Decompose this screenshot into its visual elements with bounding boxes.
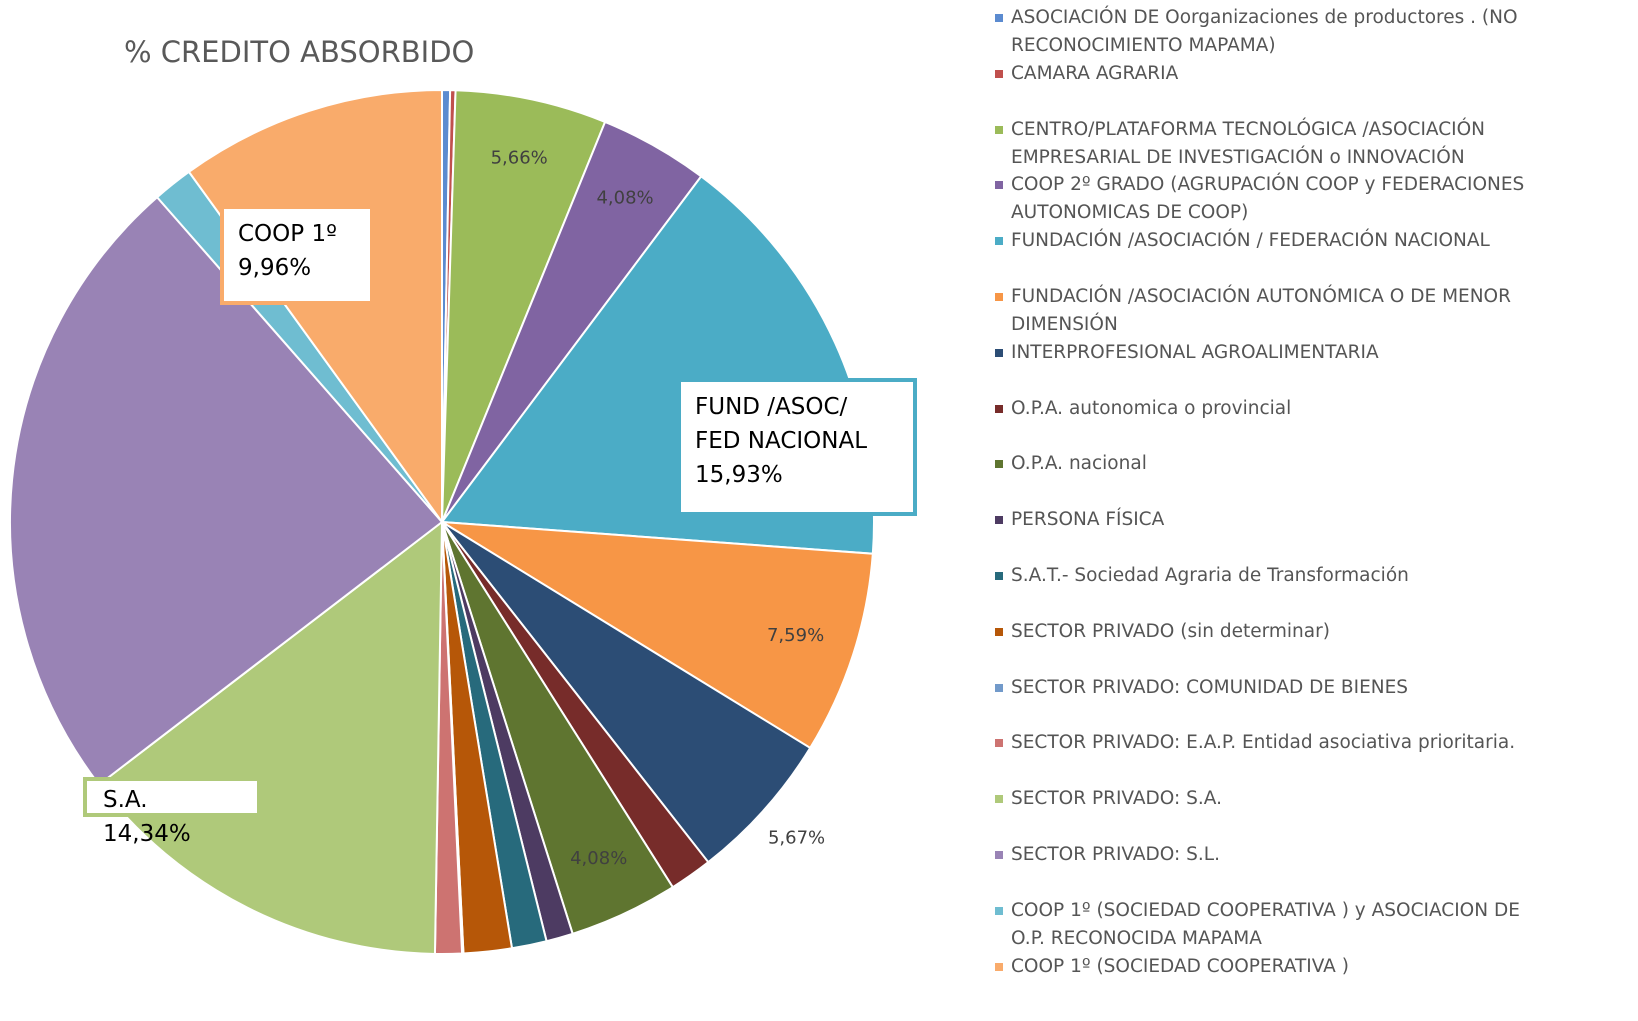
legend-item: COOP 1º (SOCIEDAD COOPERATIVA ) y ASOCIA…: [995, 897, 1555, 953]
data-label: 14,34%: [103, 821, 191, 847]
legend-swatch: [995, 404, 1003, 413]
data-label: 4,08%: [570, 848, 627, 869]
legend-label: FUNDACIÓN /ASOCIACIÓN / FEDERACIÓN NACIO…: [1011, 230, 1490, 252]
pie-slice: [441, 521, 874, 750]
legend-item: FUNDACIÓN /ASOCIACIÓN / FEDERACIÓN NACIO…: [995, 227, 1555, 255]
legend-item: INTERPROFESIONAL AGROALIMENTARIA: [995, 339, 1555, 367]
callout-title: S.A.: [103, 787, 148, 813]
legend-label: SECTOR PRIVADO: S.A.: [1011, 788, 1222, 810]
callout-box: FUND /ASOC/FED NACIONAL 15,93%: [677, 378, 917, 516]
legend-swatch: [995, 69, 1003, 78]
legend-item: SECTOR PRIVADO: COMUNIDAD DE BIENES: [995, 674, 1555, 702]
legend-label: FUNDACIÓN /ASOCIACIÓN AUTONÓMICA O DE ME…: [1011, 286, 1511, 335]
legend-label: INTERPROFESIONAL AGROALIMENTARIA: [1011, 341, 1379, 363]
legend-item: SECTOR PRIVADO: E.A.P. Entidad asociativ…: [995, 729, 1555, 757]
legend-swatch: [995, 348, 1003, 357]
legend-label: S.A.T.- Sociedad Agraria de Transformaci…: [1011, 565, 1409, 586]
legend-label: ASOCIACIÓN DE Oorganizaciones de product…: [1011, 7, 1518, 56]
legend-item: O.P.A. autonomica o provincial: [995, 395, 1555, 423]
pie-slice: [187, 88, 443, 526]
legend-swatch: [995, 14, 1003, 22]
legend-item: ASOCIACIÓN DE Oorganizaciones de product…: [995, 4, 1555, 60]
legend-item: CAMARA AGRARIA: [995, 60, 1555, 88]
callout-title: COOP 1º: [238, 221, 337, 247]
legend-label: COOP 1º (SOCIEDAD COOPERATIVA ): [1011, 955, 1349, 977]
legend-label: PERSONA FÍSICA: [1011, 509, 1165, 531]
legend-item: SECTOR PRIVADO (sin determinar): [995, 618, 1555, 646]
legend-swatch: [995, 293, 1003, 301]
callout-title: FED NACIONAL: [695, 428, 868, 454]
data-label: 7,59%: [767, 625, 824, 646]
legend-label: COOP 2º GRADO (AGRUPACIÓN COOP y FEDERAC…: [1011, 174, 1525, 224]
legend-label: O.P.A. nacional: [1011, 453, 1147, 475]
legend-label: SECTOR PRIVADO: S.L.: [1011, 844, 1220, 865]
callout-title: FUND /ASOC/: [695, 394, 848, 420]
legend-swatch: [995, 460, 1003, 469]
legend-item: S.A.T.- Sociedad Agraria de Transformaci…: [995, 562, 1555, 590]
legend-label: O.P.A. autonomica o provincial: [1011, 397, 1292, 419]
legend-label: CENTRO/PLATAFORMA TECNOLÓGICA /ASOCIACIÓ…: [1011, 118, 1486, 168]
legend-swatch: [995, 516, 1003, 525]
data-label: 5,66%: [491, 148, 548, 169]
data-label: 9,96%: [238, 255, 312, 281]
data-label: 4,08%: [596, 188, 653, 209]
legend-item: SECTOR PRIVADO: S.L.: [995, 841, 1555, 869]
legend-item: O.P.A. nacional: [995, 450, 1555, 478]
pie-slice: [441, 89, 607, 523]
legend-swatch: [995, 237, 1003, 246]
legend-swatch: [995, 795, 1003, 804]
legend-label: SECTOR PRIVADO: E.A.P. Entidad asociativ…: [1011, 732, 1516, 754]
legend-swatch: [995, 125, 1003, 134]
legend-item: PERSONA FÍSICA: [995, 506, 1555, 534]
pie-slice: [9, 195, 444, 787]
legend-label: SECTOR PRIVADO: COMUNIDAD DE BIENES: [1011, 676, 1409, 698]
legend-item: COOP 1º (SOCIEDAD COOPERATIVA ): [995, 953, 1555, 981]
legend-item: CENTRO/PLATAFORMA TECNOLÓGICA /ASOCIACIÓ…: [995, 116, 1555, 172]
legend-swatch: [995, 851, 1003, 859]
legend-swatch: [995, 962, 1003, 971]
callout-box: COOP 1º 9,96%: [220, 205, 374, 305]
legend-swatch: [995, 683, 1003, 692]
data-label: 15,93%: [695, 462, 783, 488]
callout-box: S.A. 14,34%: [83, 777, 261, 847]
data-label: 5,67%: [768, 827, 825, 848]
chart-title: % CREDITO ABSORBIDO: [124, 35, 474, 69]
legend-item: SECTOR PRIVADO: S.A.: [995, 785, 1555, 813]
legend-swatch: [995, 627, 1003, 636]
pie-slice: [441, 521, 812, 864]
legend-swatch: [995, 906, 1003, 915]
legend-item: FUNDACIÓN /ASOCIACIÓN AUTONÓMICA O DE ME…: [995, 283, 1555, 339]
legend-swatch: [995, 572, 1003, 580]
legend-swatch: [995, 739, 1003, 748]
legend-label: SECTOR PRIVADO (sin determinar): [1011, 620, 1330, 642]
legend-label: CAMARA AGRARIA: [1011, 62, 1179, 84]
legend-label: COOP 1º (SOCIEDAD COOPERATIVA ) y ASOCIA…: [1011, 899, 1520, 949]
legend-item: COOP 2º GRADO (AGRUPACIÓN COOP y FEDERAC…: [995, 171, 1555, 227]
legend-swatch: [995, 181, 1003, 190]
